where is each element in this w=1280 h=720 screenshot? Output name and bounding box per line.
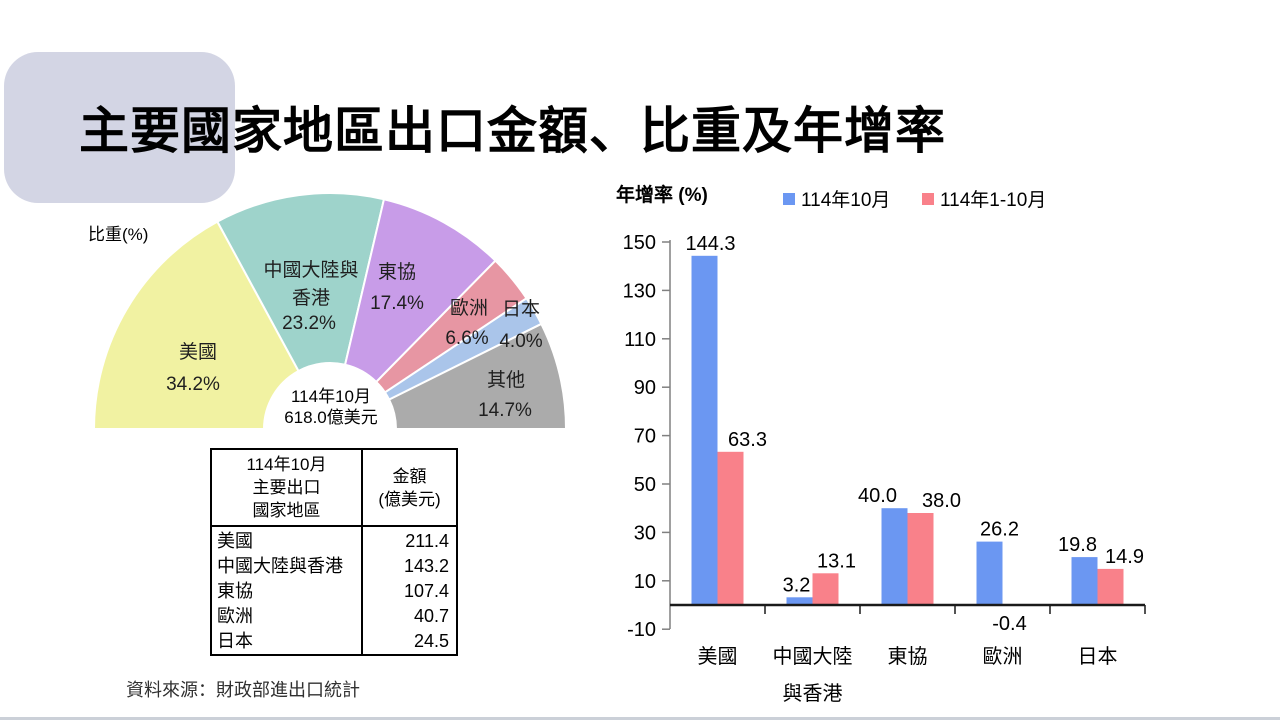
slide-title: 主要國家地區出口金額、比重及年增率 [79, 103, 946, 159]
bar-value-label: 19.8 [1058, 534, 1097, 556]
bar [1097, 568, 1124, 605]
pie-slice-name-label: 歐洲 [450, 297, 488, 319]
table-row: 東協 107.4 [211, 579, 457, 604]
table-cell-amount: 24.5 [413, 631, 449, 651]
y-tick-label: 50 [634, 474, 656, 496]
table-cell-country: 美國 [211, 526, 363, 554]
pie-slice [216, 192, 385, 372]
legend-swatch-blue [783, 192, 795, 205]
pie-slice-name-label: 香港 [292, 287, 330, 309]
x-category-label: 日本 [1078, 645, 1118, 668]
share-axis-label: 比重(%) [88, 225, 149, 244]
legend-item-oct: 114年10月 [783, 185, 890, 212]
bar [1071, 557, 1098, 605]
pie-slice-name-label: 東協 [378, 261, 416, 283]
table-row: 中國大陸與香港 143.2 [211, 554, 457, 579]
legend-label-oct: 114年10月 [801, 190, 891, 211]
bar [976, 541, 1003, 605]
pie-slice-name-label: 日本 [502, 298, 540, 320]
table-cell-amount: 40.7 [413, 606, 449, 626]
source-note: 資料來源：財政部進出口統計 [126, 680, 360, 700]
pie-slice-pct-label: 34.2% [166, 374, 220, 395]
y-tick-label: 130 [623, 280, 656, 302]
x-category-label: 與香港 [783, 682, 843, 705]
legend-swatch-red [922, 192, 934, 205]
bar-value-label: 63.3 [728, 429, 767, 451]
table-cell-country: 中國大陸與香港 [211, 554, 363, 579]
pie-slice-pct-label: 4.0% [499, 331, 542, 352]
pie-slice-pct-label: 14.7% [478, 400, 532, 421]
table-header-row: 114年10月 主要出口 國家地區 金額 (億美元) [211, 449, 457, 527]
pie-slice [344, 198, 497, 383]
pie-slice-name-label: 美國 [179, 341, 217, 363]
bar-chart-ylabel: 年增率 (%) [616, 185, 708, 206]
bar [881, 508, 908, 605]
x-category-label: 歐洲 [983, 645, 1023, 668]
bar-value-label: 38.0 [922, 490, 961, 512]
pie-slice [93, 220, 300, 430]
y-tick-label: 150 [623, 232, 656, 254]
bar [907, 513, 934, 605]
y-tick-label: 30 [634, 522, 656, 544]
y-tick-label: -10 [627, 619, 656, 641]
pie-slice-pct-label: 6.6% [445, 328, 488, 349]
bottom-strip [0, 717, 1280, 720]
bar-value-label: 144.3 [685, 233, 735, 255]
bar-value-label: 40.0 [858, 485, 897, 507]
x-category-label: 東協 [888, 645, 928, 668]
pie-slice-name-label: 中國大陸與 [263, 259, 358, 281]
table-row: 美國 211.4 [211, 526, 457, 554]
pie-slice-pct-label: 23.2% [282, 313, 336, 334]
table-cell-country: 日本 [211, 629, 363, 655]
pie-slice-pct-label: 17.4% [370, 293, 424, 314]
y-tick-label: 70 [634, 426, 656, 448]
y-tick-label: 110 [624, 329, 656, 351]
table-cell-amount: 143.2 [403, 556, 449, 576]
donut-center-label: 114年10月 618.0億美元 [251, 386, 411, 428]
table-cell-amount: 211.4 [405, 531, 449, 551]
bar-value-label: -0.4 [992, 613, 1026, 635]
legend-label-jan-oct: 114年1-10月 [940, 190, 1047, 211]
table-cell-country: 東協 [211, 579, 363, 604]
bar [717, 451, 744, 605]
bar-value-label: 13.1 [817, 550, 856, 572]
legend-item-jan-oct: 114年1-10月 [922, 185, 1046, 212]
y-tick-label: 90 [634, 377, 656, 399]
table-row: 歐洲 40.7 [211, 604, 457, 629]
donut-center-period: 114年10月 [290, 387, 371, 406]
donut-center-total: 618.0億美元 [284, 408, 378, 427]
x-category-label: 美國 [698, 645, 738, 668]
x-category-label: 中國大陸 [773, 645, 853, 668]
table-row: 日本 24.5 [211, 629, 457, 655]
table-cell-country: 歐洲 [211, 604, 363, 629]
export-amount-table: 114年10月 主要出口 國家地區 金額 (億美元) 美國 211.4 中國大陸與香… [210, 448, 458, 656]
pie-slice-name-label: 其他 [487, 369, 525, 391]
table-header-amount: 金額 (億美元) [362, 449, 457, 527]
bar [786, 597, 813, 605]
bar-value-label: 3.2 [783, 574, 811, 596]
pie-slice [388, 322, 567, 430]
bar [812, 573, 839, 605]
table-cell-amount: 107.4 [403, 581, 449, 601]
table-header-country: 114年10月 主要出口 國家地區 [211, 449, 363, 527]
bar-value-label: 14.9 [1105, 546, 1144, 568]
title-accent-shape [4, 52, 235, 203]
bar [691, 255, 718, 606]
bar-value-label: 26.2 [980, 519, 1019, 541]
y-tick-label: 10 [634, 571, 656, 593]
